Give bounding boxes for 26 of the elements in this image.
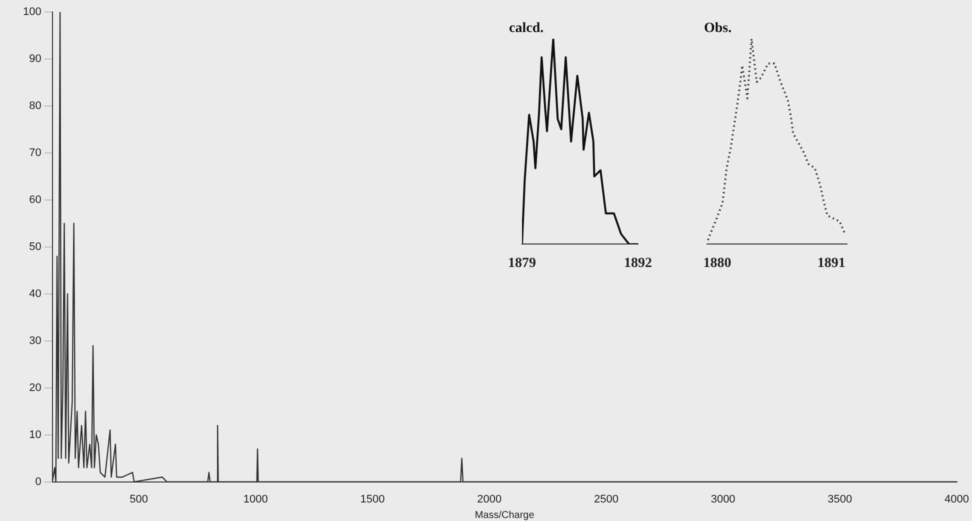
y-tick-label: 70	[29, 146, 42, 159]
y-tick-label: 60	[29, 194, 42, 206]
x-tick-label: 3500	[828, 493, 852, 506]
x-tick-label: 2000	[477, 493, 502, 506]
x-tick-label: 1880	[703, 256, 732, 272]
x-tick-label: 3000	[710, 493, 736, 506]
x-tick-label: 4000	[944, 493, 970, 506]
x-tick-label: 1891	[817, 256, 846, 272]
y-tick-label: 20	[29, 382, 42, 394]
x-tick-label: 500	[130, 493, 148, 506]
x-axis-title: Mass/Charge	[474, 510, 535, 521]
x-tick-label: 1500	[360, 493, 385, 506]
y-tick-label: 40	[29, 288, 42, 300]
x-tick-label: 1879	[508, 256, 536, 272]
y-tick-label: 100	[22, 6, 42, 18]
x-tick-label: 1892	[624, 256, 652, 272]
x-tick-label: 2500	[594, 493, 618, 506]
x-tick-label: 1000	[243, 493, 268, 506]
y-tick-label: 80	[29, 100, 42, 112]
y-tick-label: 90	[29, 53, 42, 66]
y-tick-label: 50	[29, 240, 42, 253]
chart-title: calcd.	[509, 21, 544, 36]
chart-title: Obs.	[704, 21, 732, 36]
y-tick-label: 10	[29, 428, 42, 441]
y-tick-label: 30	[29, 334, 42, 347]
y-tick-label: 0	[35, 476, 42, 488]
